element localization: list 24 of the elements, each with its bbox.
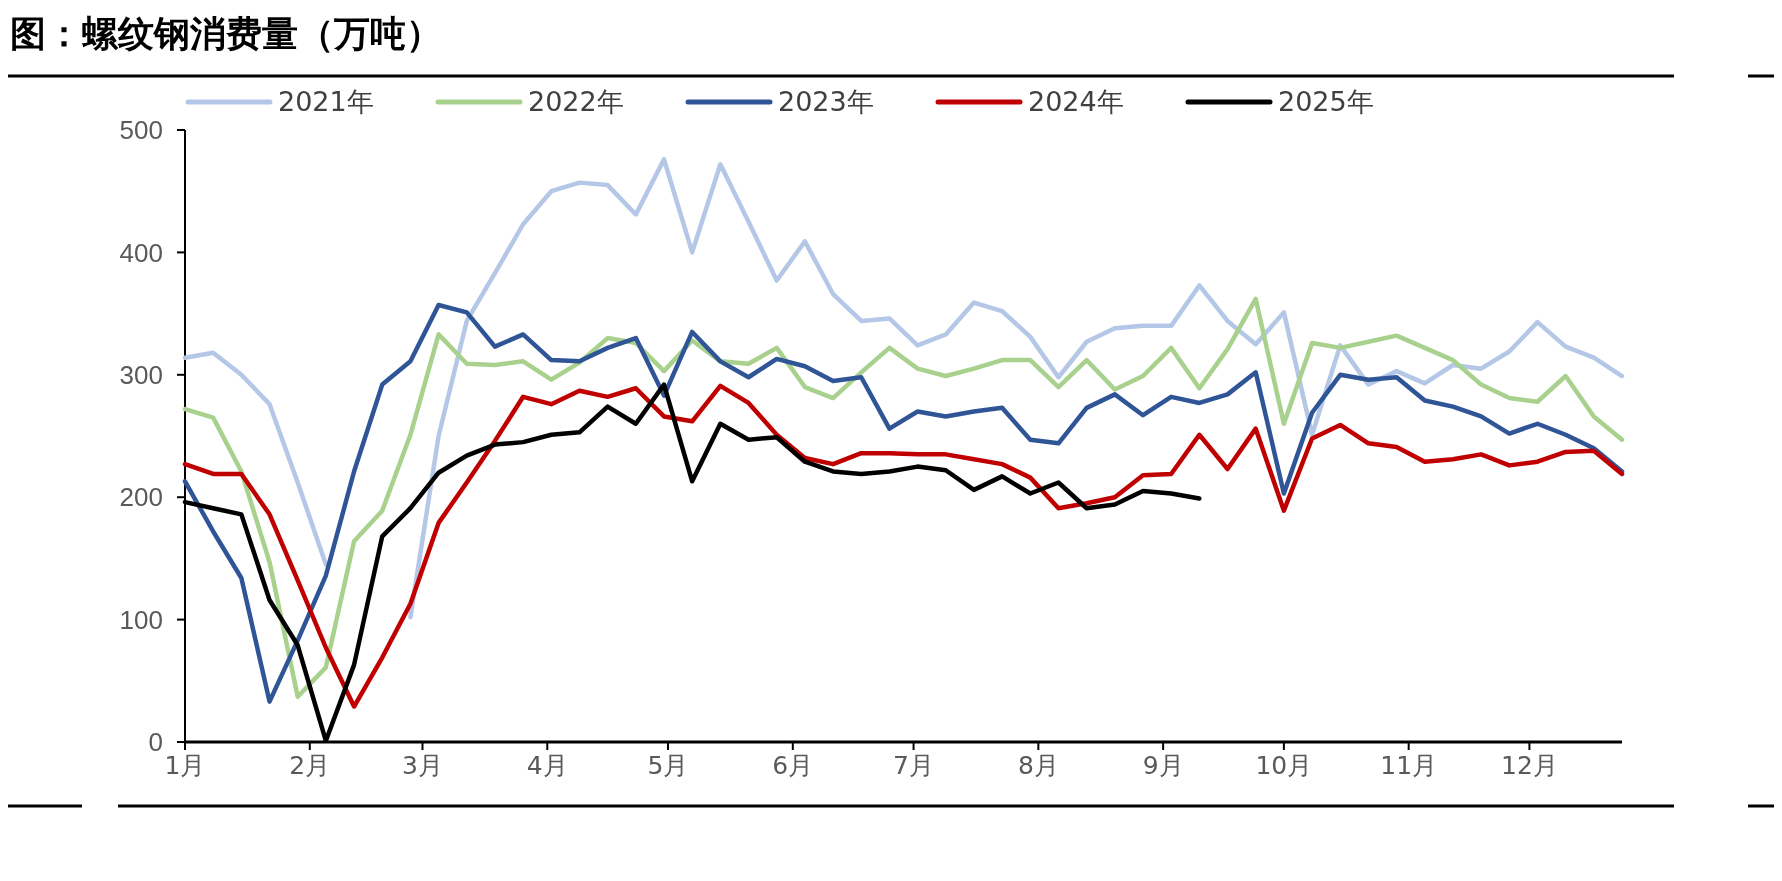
legend-label: 2022年	[528, 86, 624, 118]
legend-label: 2023年	[778, 86, 874, 118]
y-tick-label: 500	[119, 115, 163, 146]
x-tick-label: 1月	[164, 751, 206, 780]
legend-label: 2024年	[1028, 86, 1124, 118]
x-tick-label: 6月	[772, 751, 814, 780]
x-tick-label: 10月	[1255, 751, 1313, 780]
legend-label: 2021年	[278, 86, 374, 118]
legend-label: 2025年	[1278, 86, 1374, 118]
x-tick-label: 7月	[893, 751, 935, 780]
y-tick-label: 200	[119, 482, 163, 513]
y-tick-label: 400	[119, 237, 163, 268]
x-tick-label: 11月	[1380, 751, 1438, 780]
x-tick-label: 9月	[1142, 751, 1184, 780]
x-tick-label: 3月	[402, 751, 443, 780]
y-tick-label: 100	[119, 604, 163, 635]
chart-title: 图：螺纹钢消费量（万吨）	[10, 13, 442, 54]
x-tick-label: 2月	[289, 751, 331, 780]
x-tick-label: 12月	[1501, 751, 1558, 780]
y-tick-label: 0	[148, 727, 163, 758]
x-tick-label: 4月	[526, 751, 568, 780]
x-tick-label: 5月	[647, 751, 689, 780]
x-tick-label: 8月	[1017, 751, 1059, 780]
y-tick-label: 300	[119, 359, 163, 390]
